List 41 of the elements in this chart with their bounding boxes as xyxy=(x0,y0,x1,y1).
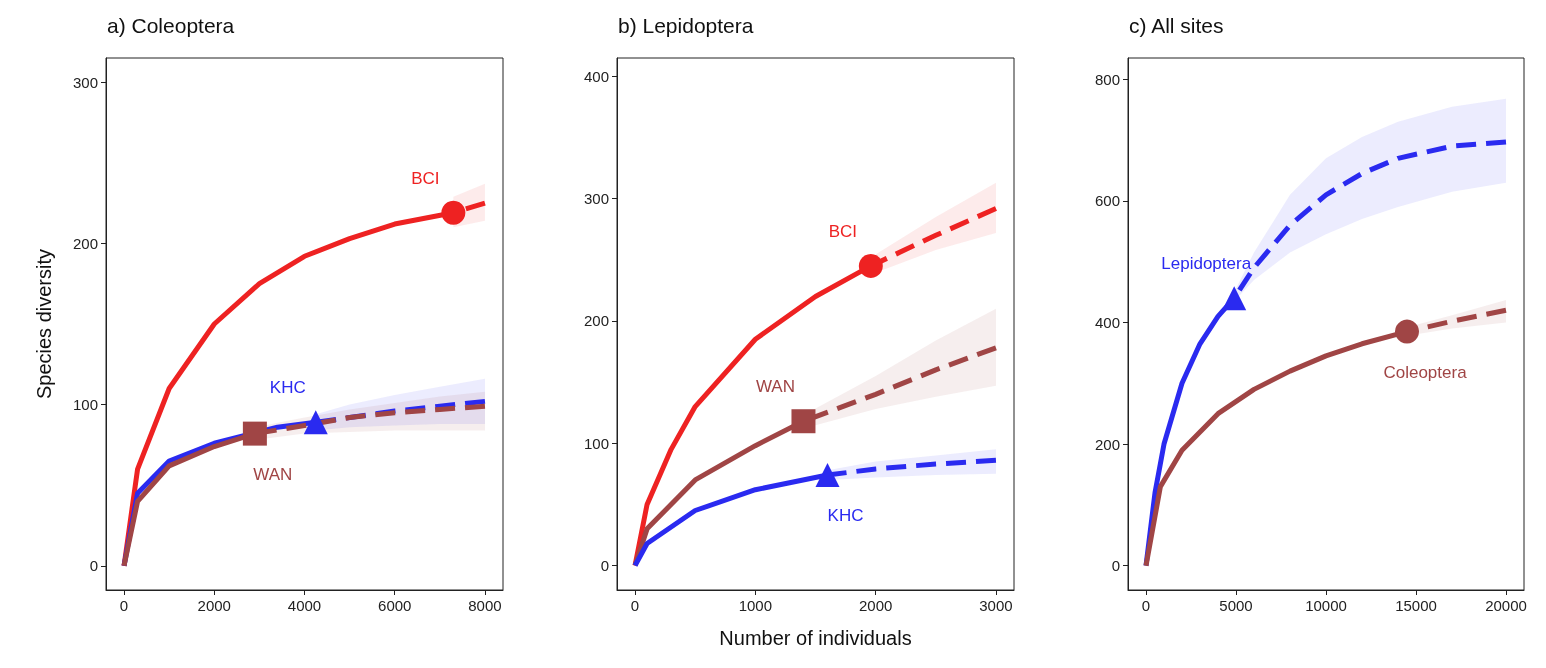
y-tick-label: 200 xyxy=(1094,435,1120,453)
y-tick-label: 100 xyxy=(72,396,98,414)
series-label: Coleoptera xyxy=(1383,362,1468,382)
series-label: KHC xyxy=(827,506,864,526)
y-tick-label: 300 xyxy=(583,190,609,208)
y-tick-label: 300 xyxy=(72,73,98,91)
series-label: WAN xyxy=(253,464,293,484)
x-tick-label: 1000 xyxy=(738,597,773,614)
y-tick-label: 0 xyxy=(600,557,609,575)
x-tick-label: 2000 xyxy=(197,597,231,614)
chart-title: a) Coleoptera xyxy=(107,14,235,37)
x-tick-label: 5000 xyxy=(1219,597,1253,614)
y-tick-label: 200 xyxy=(583,312,609,330)
x-tick-label: 0 xyxy=(630,597,640,614)
y-tick-label: 400 xyxy=(1094,313,1120,331)
x-tick-label: 0 xyxy=(119,597,129,614)
y-tick-label: 100 xyxy=(583,434,609,452)
y-tick-label: 200 xyxy=(72,234,98,252)
y-tick-label: 600 xyxy=(1094,192,1120,210)
x-tick-label: 8000 xyxy=(468,597,502,614)
chart-title: b) Lepidoptera xyxy=(618,14,754,37)
x-tick-label: 15000 xyxy=(1395,597,1437,614)
series-label: WAN xyxy=(755,377,795,397)
y-axis-title: Species diversity xyxy=(33,248,55,400)
y-tick-label: 0 xyxy=(89,557,98,575)
x-tick-label: 10000 xyxy=(1305,597,1347,614)
x-tick-label: 0 xyxy=(1141,597,1151,614)
x-tick-label: 6000 xyxy=(378,597,412,614)
series-label: Lepidoptera xyxy=(1161,254,1252,274)
x-tick-label: 20000 xyxy=(1485,597,1527,614)
x-tick-label: 3000 xyxy=(979,597,1013,614)
series-label: BCI xyxy=(828,221,858,241)
x-axis-title: Number of individuals xyxy=(719,627,912,649)
y-tick-label: 800 xyxy=(1094,70,1120,88)
y-tick-label: 400 xyxy=(583,67,609,85)
y-tick-label: 0 xyxy=(1111,557,1120,575)
series-label: KHC xyxy=(269,378,306,398)
x-tick-label: 2000 xyxy=(858,597,893,614)
chart-title: c) All sites xyxy=(1129,14,1224,37)
series-label: BCI xyxy=(411,168,440,188)
x-tick-label: 4000 xyxy=(287,597,322,614)
